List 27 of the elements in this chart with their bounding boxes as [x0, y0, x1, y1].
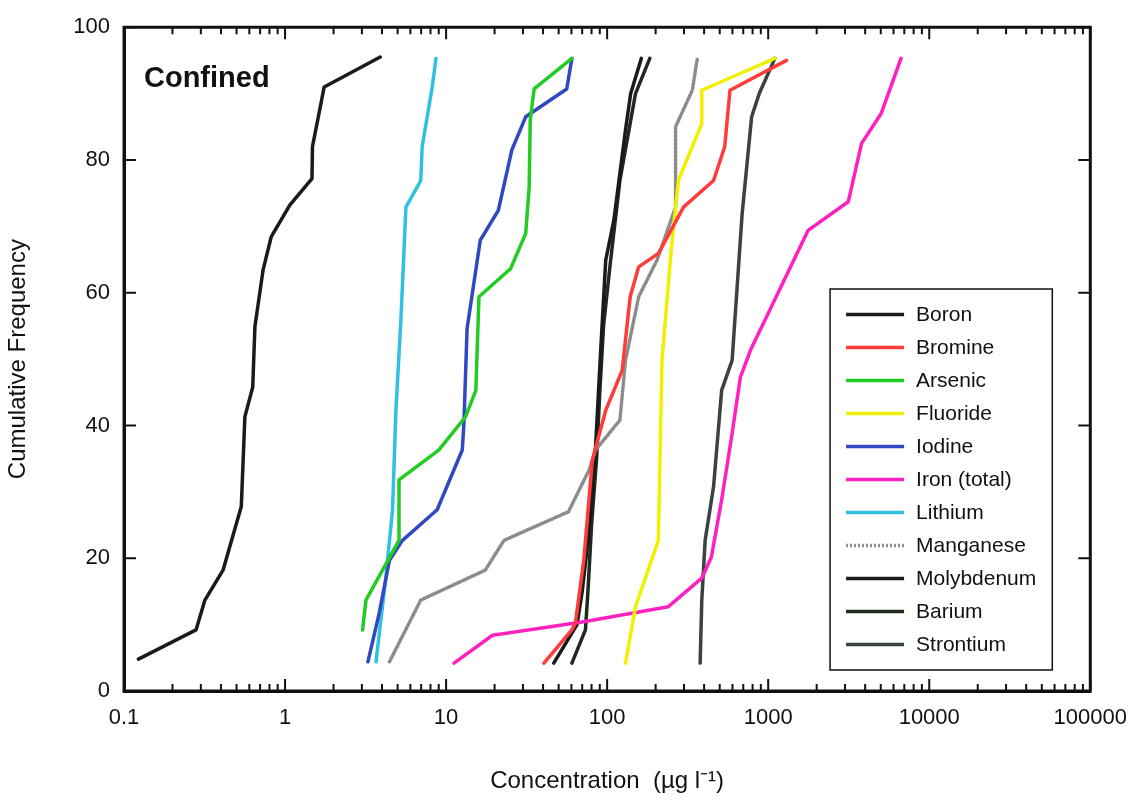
y-tick-label: 20 [85, 544, 110, 570]
legend-label: Bromine [916, 335, 995, 359]
annotation: Confined [144, 61, 270, 94]
y-axis-title: Cumulative Frequency [3, 239, 31, 480]
x-tick-label: 1000 [743, 704, 793, 730]
y-tick-label: 0 [97, 677, 110, 703]
x-tick-label: 10000 [898, 704, 960, 730]
legend-label: Manganese [916, 533, 1026, 557]
legend-label: Strontium [916, 632, 1006, 656]
y-tick-label: 80 [85, 146, 110, 172]
y-tick-label: 100 [73, 13, 110, 39]
legend-label: Iodine [916, 434, 974, 458]
x-axis-title: Concentration (µg l⁻¹) [490, 766, 725, 794]
legend-label: Molybdenum [916, 566, 1037, 590]
y-tick-label: 60 [85, 278, 110, 304]
legend-label: Barium [916, 599, 983, 623]
x-tick-label: 0.1 [108, 704, 140, 730]
legend-label: Lithium [916, 500, 984, 524]
legend-label: Fluoride [916, 401, 992, 425]
y-tick-label: 40 [85, 411, 110, 437]
x-tick-label: 100000 [1053, 704, 1127, 730]
legend-label: Iron (total) [916, 467, 1012, 491]
x-tick-label: 100 [588, 704, 626, 730]
x-tick-label: 10 [433, 704, 459, 730]
x-tick-label: 1 [278, 704, 292, 730]
legend-label: Boron [916, 302, 973, 326]
legend-label: Arsenic [916, 368, 987, 392]
